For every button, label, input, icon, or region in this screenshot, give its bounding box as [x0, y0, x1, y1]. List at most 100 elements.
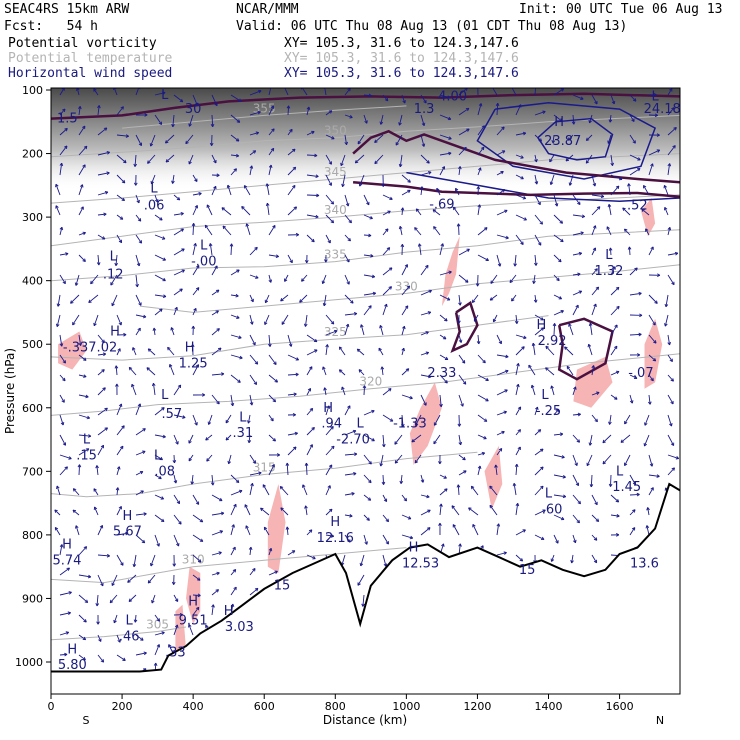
wind-vector [78, 394, 89, 398]
wind-vector [572, 413, 581, 416]
wind-vector [135, 314, 147, 318]
wind-vector [211, 186, 217, 196]
wind-vector [477, 167, 482, 176]
wind-vector-head [120, 562, 124, 566]
wind-vector-head [313, 338, 318, 343]
wind-vector [97, 353, 106, 356]
wind-vector [188, 154, 194, 165]
wind-vector [135, 294, 142, 306]
wind-vector-head [204, 224, 209, 229]
wind-vector-head [338, 346, 343, 350]
wind-vector-head [520, 241, 524, 245]
wind-vector [610, 266, 616, 276]
wind-vector [382, 514, 389, 522]
wind-vector [192, 223, 195, 236]
wind-vector-head [592, 247, 597, 251]
wind-vector [629, 527, 636, 536]
theta-contour-label: 345 [324, 165, 347, 179]
wind-vector-head [567, 137, 572, 141]
wind-vector-head [160, 518, 165, 523]
wind-vector-head [351, 491, 355, 496]
wind-vector [610, 345, 618, 356]
wind-vector [135, 490, 144, 496]
wind-vector [644, 414, 650, 426]
wind-vector-head [88, 299, 92, 303]
pressure-center-label: H [188, 595, 198, 610]
wind-vector [667, 145, 676, 156]
wind-vector-head [194, 102, 199, 107]
wind-vector-head [669, 358, 673, 362]
wind-vector-head [309, 407, 314, 412]
wind-vector [629, 114, 635, 122]
wind-vector-head [512, 482, 517, 487]
wind-vector [344, 492, 355, 496]
wind-vector-head [56, 485, 60, 490]
wind-vector [339, 369, 346, 376]
wind-vector [667, 274, 675, 285]
wind-vector-head [68, 456, 72, 460]
wind-vector-head [381, 183, 386, 187]
wind-vector [59, 466, 68, 476]
wind-vector-head [74, 282, 79, 286]
wind-vector [230, 586, 237, 596]
wind-vector-head [349, 114, 353, 119]
wind-vector [325, 464, 333, 476]
pressure-center-label: H [67, 642, 77, 657]
wind-vector [420, 509, 431, 516]
wind-vector-head [185, 140, 189, 145]
wind-vector [325, 344, 328, 356]
pressure-center-label: -1.33 [393, 417, 427, 432]
wind-vector-head [262, 484, 266, 488]
wind-vector [90, 274, 99, 285]
wind-vector-head [452, 206, 457, 211]
pressure-center-label: .33 [165, 645, 186, 660]
wind-vector [362, 594, 365, 607]
wind-vector [363, 305, 372, 316]
wind-vector [325, 110, 333, 116]
wind-vector [173, 474, 177, 484]
wind-vector [78, 206, 84, 216]
wind-vector-head [448, 136, 452, 140]
wind-vector [230, 374, 241, 383]
wind-vector-head [585, 160, 590, 164]
wind-vector [492, 88, 498, 96]
wind-vector [344, 453, 357, 456]
wind-vector [439, 354, 449, 360]
wind-vector-head [650, 246, 654, 250]
wind-vector [211, 347, 222, 356]
wind-vector-head [573, 539, 577, 544]
wind-vector [458, 354, 466, 364]
wind-vector-head [87, 574, 92, 579]
wind-vector-head [113, 619, 117, 624]
wind-vector-head [77, 464, 82, 468]
wind-vector-head [135, 283, 139, 288]
pressure-center-label: L [651, 89, 659, 104]
pressure-center-label: 23.87 [544, 134, 581, 149]
wind-vector [78, 164, 86, 176]
wind-vector-head [272, 438, 276, 442]
wind-vector [325, 154, 332, 165]
wind-vector [134, 154, 137, 167]
wind-vector [515, 446, 521, 456]
wind-vector-head [638, 291, 642, 296]
wind-vector-head [93, 88, 97, 92]
wind-vector-head [149, 143, 154, 147]
wind-vector-head [151, 382, 156, 387]
wind-vector [496, 334, 502, 345]
wind-vector [572, 474, 579, 486]
wind-vector [222, 225, 232, 236]
wind-vector [249, 132, 259, 136]
wind-vector [59, 374, 66, 382]
wind-vector [268, 274, 272, 283]
wind-vector [97, 654, 104, 663]
wind-vector-head [361, 603, 365, 607]
wind-vector [477, 254, 489, 261]
wind-vector-head [568, 182, 573, 186]
wind-vector [154, 92, 166, 96]
wind-vector [477, 103, 482, 116]
wind-vector [667, 227, 671, 236]
wind-vector [78, 594, 89, 603]
wind-vector-head [650, 163, 654, 167]
wind-vector-head [516, 363, 520, 367]
wind-vector [610, 394, 618, 400]
